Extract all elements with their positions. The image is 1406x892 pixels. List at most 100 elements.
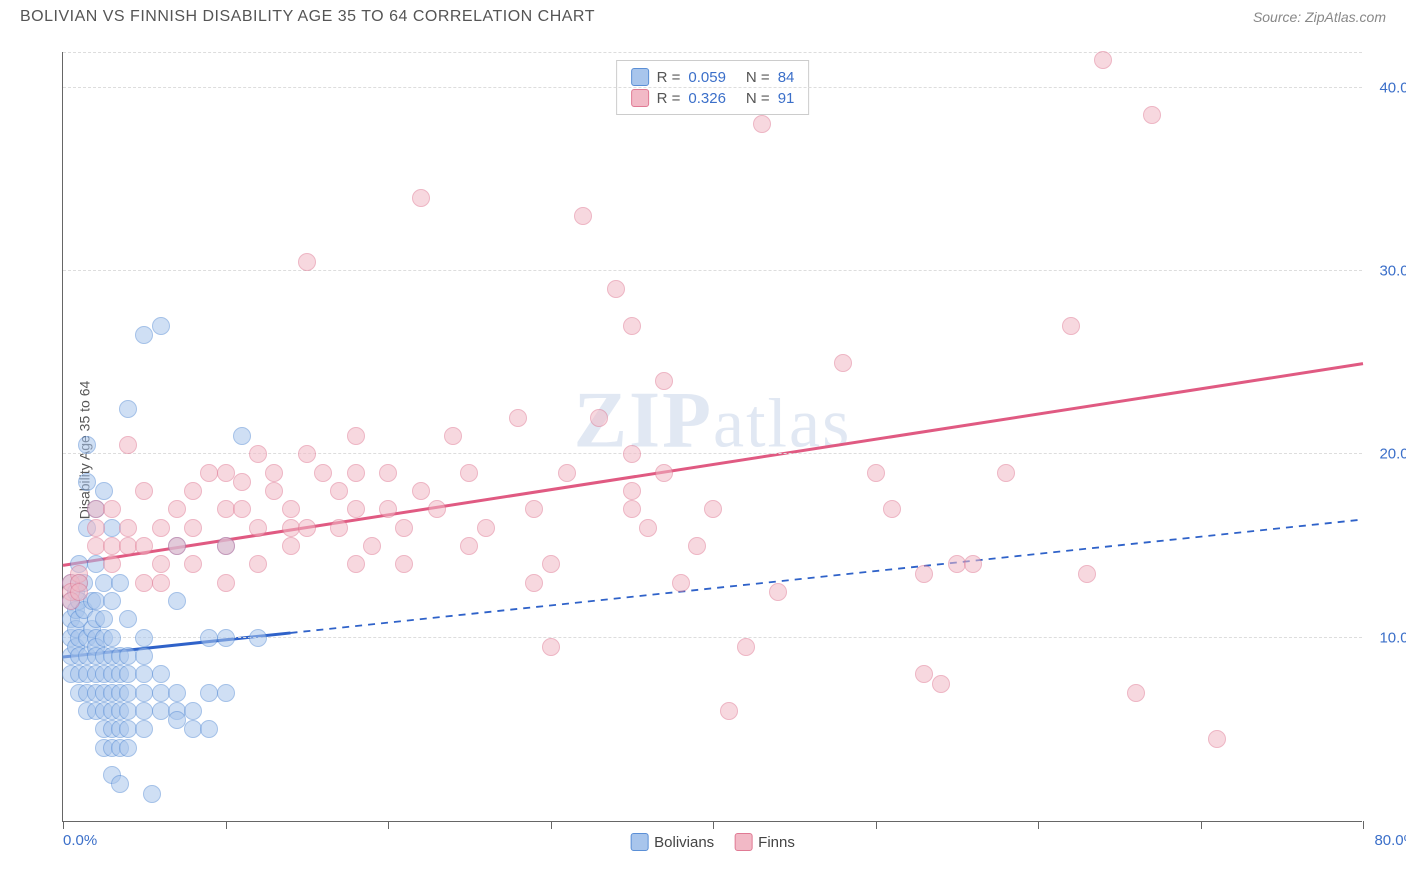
data-point (87, 519, 105, 537)
x-tick (876, 821, 877, 829)
data-point (330, 482, 348, 500)
data-point (623, 317, 641, 335)
legend-swatch (630, 833, 648, 851)
data-point (249, 629, 267, 647)
r-label: R = (657, 90, 681, 107)
data-point (135, 647, 153, 665)
data-point (412, 189, 430, 207)
data-point (607, 280, 625, 298)
data-point (753, 115, 771, 133)
data-point (119, 436, 137, 454)
data-point (217, 537, 235, 555)
data-point (152, 317, 170, 335)
data-point (233, 473, 251, 491)
data-point (184, 555, 202, 573)
data-point (249, 445, 267, 463)
legend-series-label: Finns (758, 834, 795, 851)
data-point (184, 702, 202, 720)
data-point (395, 555, 413, 573)
data-point (737, 638, 755, 656)
data-point (1062, 317, 1080, 335)
data-point (623, 445, 641, 463)
data-point (525, 574, 543, 592)
data-point (95, 482, 113, 500)
data-point (932, 675, 950, 693)
data-point (152, 519, 170, 537)
legend-series-label: Bolivians (654, 834, 714, 851)
legend-series: Bolivians Finns (630, 833, 795, 851)
legend-stats-row: R =0.059N =84 (631, 68, 795, 86)
data-point (509, 409, 527, 427)
n-label: N = (746, 69, 770, 86)
data-point (314, 464, 332, 482)
data-point (915, 565, 933, 583)
x-axis-max-label: 80.0% (1374, 832, 1406, 849)
data-point (623, 500, 641, 518)
data-point (119, 400, 137, 418)
data-point (298, 253, 316, 271)
legend-swatch (734, 833, 752, 851)
data-point (103, 500, 121, 518)
data-point (347, 500, 365, 518)
y-tick-label: 40.0% (1379, 79, 1406, 96)
x-axis-min-label: 0.0% (63, 832, 97, 849)
data-point (111, 574, 129, 592)
data-point (542, 555, 560, 573)
legend-swatch (631, 68, 649, 86)
data-point (152, 555, 170, 573)
data-point (639, 519, 657, 537)
data-point (78, 436, 96, 454)
data-point (111, 775, 129, 793)
r-label: R = (657, 69, 681, 86)
gridline-h (63, 270, 1362, 271)
data-point (1127, 684, 1145, 702)
data-point (217, 574, 235, 592)
data-point (168, 711, 186, 729)
data-point (298, 519, 316, 537)
r-value: 0.059 (688, 69, 726, 86)
data-point (428, 500, 446, 518)
trendlines-layer (63, 52, 1362, 821)
data-point (672, 574, 690, 592)
data-point (379, 500, 397, 518)
data-point (119, 519, 137, 537)
data-point (525, 500, 543, 518)
data-point (590, 409, 608, 427)
data-point (363, 537, 381, 555)
data-point (119, 610, 137, 628)
data-point (964, 555, 982, 573)
data-point (444, 427, 462, 445)
chart-container: Disability Age 35 to 64 ZIPatlas R =0.05… (20, 40, 1386, 860)
data-point (347, 555, 365, 573)
data-point (1078, 565, 1096, 583)
data-point (477, 519, 495, 537)
data-point (78, 473, 96, 491)
data-point (347, 427, 365, 445)
legend-swatch (631, 89, 649, 107)
data-point (412, 482, 430, 500)
data-point (688, 537, 706, 555)
data-point (152, 574, 170, 592)
source-label: Source: ZipAtlas.com (1253, 9, 1386, 25)
data-point (282, 537, 300, 555)
data-point (915, 665, 933, 683)
x-tick (63, 821, 64, 829)
data-point (460, 464, 478, 482)
y-tick-label: 10.0% (1379, 629, 1406, 646)
x-tick (226, 821, 227, 829)
data-point (233, 427, 251, 445)
y-tick-label: 20.0% (1379, 446, 1406, 463)
data-point (95, 610, 113, 628)
x-tick (1201, 821, 1202, 829)
r-value: 0.326 (688, 90, 726, 107)
data-point (460, 537, 478, 555)
data-point (1208, 730, 1226, 748)
data-point (883, 500, 901, 518)
data-point (168, 684, 186, 702)
n-value: 91 (778, 90, 795, 107)
data-point (168, 537, 186, 555)
data-point (558, 464, 576, 482)
data-point (867, 464, 885, 482)
x-tick (388, 821, 389, 829)
data-point (103, 592, 121, 610)
